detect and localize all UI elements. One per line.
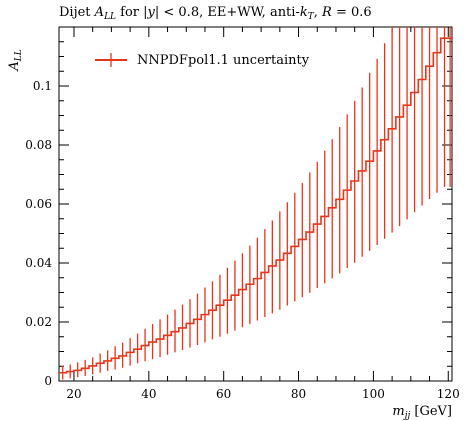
x-tick-label: 40 bbox=[141, 387, 156, 401]
y-tick-label: 0.1 bbox=[33, 79, 52, 93]
y-axis-ticks: 0 0.02 0.04 0.06 0.08 0.1 bbox=[25, 41, 452, 388]
y-tick-label: 0.02 bbox=[25, 315, 52, 329]
x-tick-label: 60 bbox=[216, 387, 231, 401]
legend-label: NNPDFpol1.1 uncertainty bbox=[137, 53, 310, 68]
x-axis-label: mjj [GeV] bbox=[392, 404, 452, 421]
x-tick-label: 100 bbox=[362, 387, 385, 401]
uncertainty-bars bbox=[62, 27, 451, 380]
x-tick-label: 80 bbox=[291, 387, 306, 401]
plot-frame bbox=[58, 26, 453, 382]
x-axis-ticks: 20 40 60 80 100 120 bbox=[66, 27, 460, 401]
chart-title: Dijet ALL for |y| < 0.8, EE+WW, anti-kT,… bbox=[59, 5, 372, 22]
y-tick-label: 0.06 bbox=[25, 197, 52, 211]
y-tick-label: 0.04 bbox=[25, 256, 52, 270]
x-tick-label: 120 bbox=[437, 387, 460, 401]
central-step-line bbox=[59, 37, 452, 374]
x-tick-label: 20 bbox=[66, 387, 81, 401]
y-tick-label: 0.08 bbox=[25, 138, 52, 152]
legend: NNPDFpol1.1 uncertainty bbox=[95, 53, 310, 68]
y-tick-label: 0 bbox=[44, 374, 52, 388]
y-axis-label: ALL bbox=[7, 49, 24, 71]
